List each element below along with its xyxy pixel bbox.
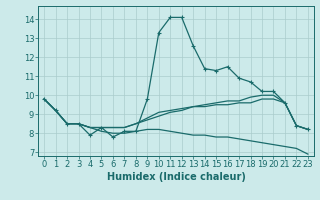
X-axis label: Humidex (Indice chaleur): Humidex (Indice chaleur) — [107, 172, 245, 182]
